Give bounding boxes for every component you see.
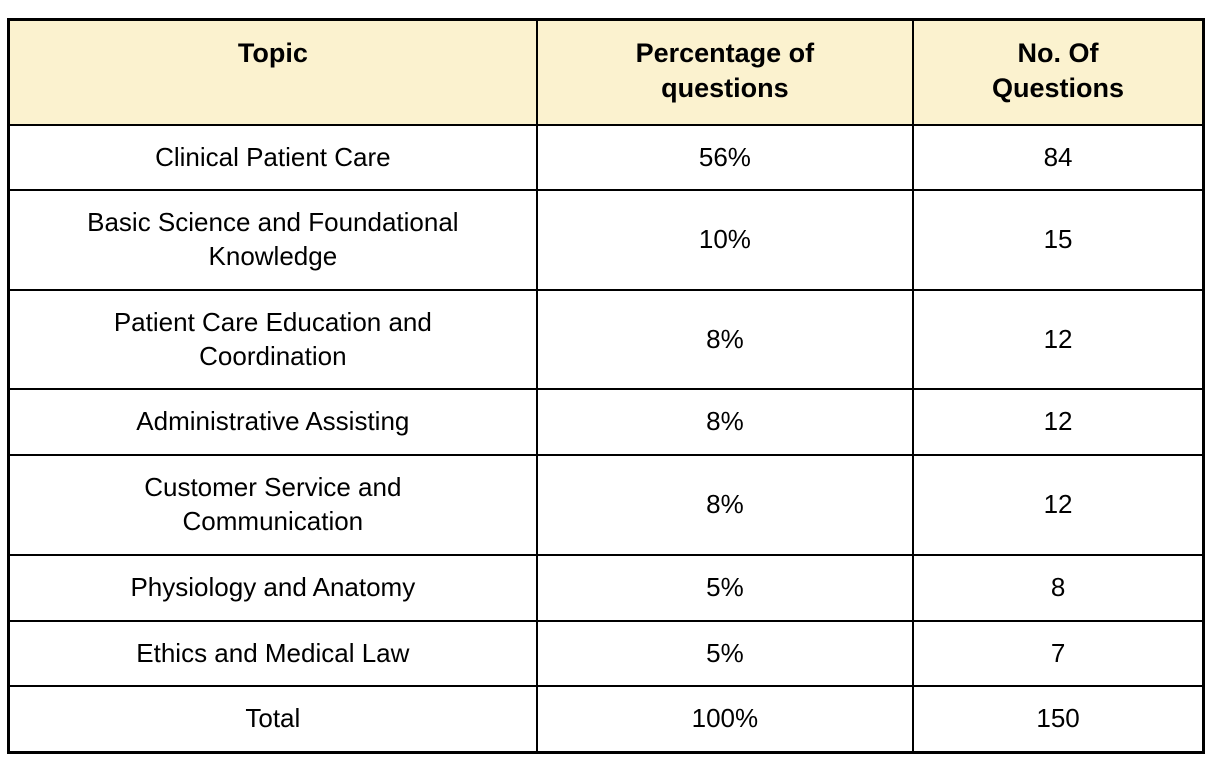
cell-percentage: 5%	[535, 553, 915, 622]
table-row: Ethics and Medical Law 5% 7	[7, 619, 1205, 688]
cell-topic: Basic Science and Foundational Knowledge	[7, 189, 538, 291]
cell-no-of-questions: 12	[912, 388, 1205, 457]
table-row: Basic Science and Foundational Knowledge…	[7, 189, 1205, 291]
cell-no-of-questions: 12	[912, 288, 1205, 391]
cell-no-of-questions: 8	[912, 553, 1205, 622]
table-row: Total 100% 150	[7, 685, 1205, 754]
table-header: Topic Percentage of questions No. Of Que…	[7, 18, 1205, 126]
cell-no-of-questions: 7	[912, 619, 1205, 688]
cell-no-of-questions: 84	[912, 123, 1205, 192]
header-cell-no-of-questions: No. Of Questions	[912, 18, 1205, 126]
cell-percentage: 8%	[535, 388, 915, 457]
table-row: Patient Care Education and Coordination …	[7, 288, 1205, 391]
cell-percentage: 10%	[535, 189, 915, 291]
cell-percentage: 8%	[535, 288, 915, 391]
header-cell-topic: Topic	[7, 18, 538, 126]
cell-topic: Patient Care Education and Coordination	[7, 288, 538, 391]
header-cell-percentage: Percentage of questions	[535, 18, 915, 126]
cell-topic: Administrative Assisting	[7, 388, 538, 457]
cell-topic: Total	[7, 685, 538, 754]
cell-percentage: 8%	[535, 454, 915, 556]
cell-no-of-questions: 12	[912, 454, 1205, 556]
table-row: Clinical Patient Care 56% 84	[7, 123, 1205, 192]
cell-percentage: 5%	[535, 619, 915, 688]
cell-topic: Physiology and Anatomy	[7, 553, 538, 622]
cell-no-of-questions: 150	[912, 685, 1205, 754]
table-row: Customer Service and Communication 8% 12	[7, 454, 1205, 556]
header-row: Topic Percentage of questions No. Of Que…	[7, 18, 1205, 126]
table-body: Clinical Patient Care 56% 84 Basic Scien…	[7, 123, 1205, 754]
cell-percentage: 56%	[535, 123, 915, 192]
cell-no-of-questions: 15	[912, 189, 1205, 291]
cell-topic: Clinical Patient Care	[7, 123, 538, 192]
exam-topic-table: Topic Percentage of questions No. Of Que…	[7, 18, 1205, 755]
table-row: Administrative Assisting 8% 12	[7, 388, 1205, 457]
table-row: Physiology and Anatomy 5% 8	[7, 553, 1205, 622]
cell-topic: Customer Service and Communication	[7, 454, 538, 556]
cell-percentage: 100%	[535, 685, 915, 754]
cell-topic: Ethics and Medical Law	[7, 619, 538, 688]
